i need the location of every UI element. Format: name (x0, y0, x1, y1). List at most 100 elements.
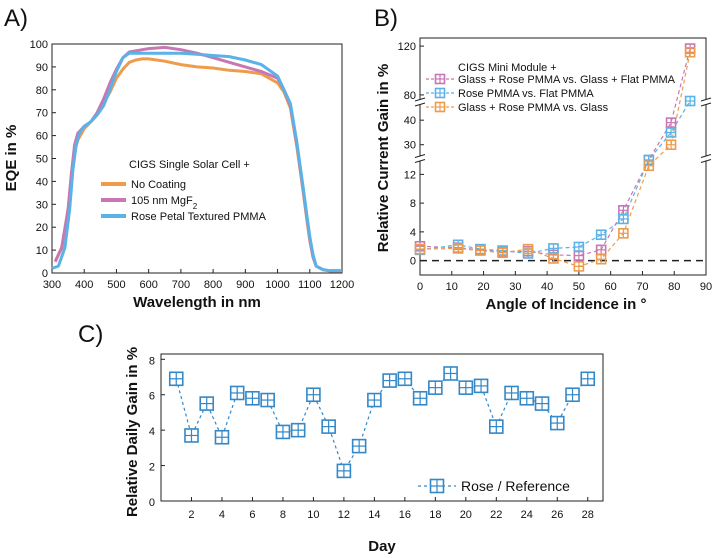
panel-a-xtick-label: 900 (236, 279, 254, 291)
panel-c-xtick-label: 22 (490, 509, 502, 521)
panel-a-ytick-label: 40 (36, 176, 48, 188)
panel-c-data-point (245, 390, 260, 406)
panel-b-axis-break-mark (414, 154, 426, 158)
panel-c-data-point (473, 378, 489, 394)
panel-c-ytick-label: 6 (149, 391, 155, 403)
panel-c-legend-marker (429, 478, 445, 494)
panel-b-ytick-label: 120 (398, 41, 416, 53)
panel-a-xtick-label: 600 (139, 279, 157, 291)
panel-b-data-point (452, 243, 464, 254)
legend-label-no-coating: No Coating (131, 179, 186, 191)
panel-b-data-point (665, 127, 677, 138)
panel-b-legend-marker (434, 101, 446, 113)
panel-c-data-point (168, 371, 184, 387)
panel-c-data-point (580, 371, 596, 387)
panel-b-data-point (414, 243, 426, 255)
legend-label-mgf2: 105 nm MgF2 (131, 195, 198, 211)
panel-c-data-point (428, 380, 443, 395)
panel-b-legend-marker (434, 73, 446, 85)
panel-b-ytick-label: 12 (404, 169, 416, 181)
panel-b-xtick-label: 60 (605, 281, 617, 293)
panel-b-letter: B) (374, 5, 398, 32)
panel-b-ytick-label: 30 (404, 140, 416, 152)
panel-b-data-point (618, 213, 629, 225)
panel-b-data-point (643, 160, 655, 172)
panel-a-ytick-label: 50 (36, 154, 48, 166)
panel-b-xtick-label: 10 (446, 281, 458, 293)
panel-c-data-point (458, 380, 474, 395)
panel-b-axis-break-mark (414, 97, 426, 102)
panel-a-xtick-label: 300 (43, 279, 61, 291)
panel-b-data-point (548, 243, 559, 254)
panel-b-legend-marker (434, 87, 446, 99)
panel-c-data-point (306, 387, 321, 403)
panel-a-letter: A) (4, 5, 28, 32)
panel-b-data-point (684, 95, 696, 107)
panel-c-data-point (321, 419, 336, 434)
panel-c-xtick-label: 18 (429, 509, 441, 521)
panel-c-ytick-label: 4 (149, 426, 155, 438)
panel-c-data-point (534, 396, 550, 411)
panel-b-xtick-label: 80 (668, 281, 680, 293)
panel-c-series-line (175, 372, 589, 473)
panel-b-xtick-label: 50 (573, 281, 585, 293)
panel-c-data-point (351, 438, 367, 454)
panel-a-xtick-label: 1200 (330, 279, 354, 291)
panel-c-xtick-label: 4 (219, 509, 225, 521)
panel-c-data-point (489, 419, 504, 434)
panel-c-data-point (382, 373, 397, 388)
panel-a-ytick-label: 60 (36, 131, 48, 143)
panel-c-xtick-label: 28 (582, 509, 594, 521)
panel-c-xtick-label: 10 (307, 509, 319, 521)
panel-c-legend-label: Rose / Reference (461, 478, 570, 494)
panel-c-data-point (549, 415, 565, 431)
panel-b-legend-label: Glass + Rose PMMA vs. Glass (458, 102, 609, 114)
panel-c-data-point (412, 390, 428, 406)
panel-b-data-point (573, 241, 585, 253)
panel-b-ytick-label: 8 (410, 198, 416, 210)
panel-a-xtick-label: 400 (75, 279, 93, 291)
panel-a-ytick-label: 0 (42, 268, 48, 280)
panel-c-ytick-label: 2 (149, 462, 155, 474)
panel-b-xtick-label: 20 (477, 281, 489, 293)
panel-c-data-point (504, 385, 519, 401)
panel-b-axis-break-gap (700, 100, 712, 104)
panel-b-axis-break-gap (414, 100, 426, 104)
panel-c-xtick-label: 26 (551, 509, 563, 521)
panel-c-data-point (214, 429, 230, 445)
panel-c-data-point (199, 396, 215, 411)
panel-c-data-point (260, 392, 275, 408)
panel-a-xtick-label: 1100 (298, 279, 322, 291)
panel-c-xtick-label: 24 (521, 509, 533, 521)
panel-c-ylabel: Relative Daily Gain in % (124, 347, 141, 517)
panel-b-axis-break-gap (414, 156, 426, 161)
panel-c-data-point (275, 424, 291, 440)
panel-a-legend-title: CIGS Single Solar Cell + (129, 159, 250, 171)
panel-c-xtick-label: 20 (460, 509, 472, 521)
panel-b-xtick-label: 90 (700, 281, 712, 293)
panel-b-data-point (618, 228, 629, 239)
panel-c-xtick-label: 2 (188, 509, 194, 521)
panel-a-ytick-label: 100 (30, 39, 48, 51)
panel-b-ytick-label: 80 (404, 90, 416, 102)
panel-c-xtick-label: 12 (338, 509, 350, 521)
panel-a-series-line (51, 51, 342, 273)
panel-c-data-point (519, 390, 535, 406)
panel-b-axis-break-mark (700, 97, 712, 102)
panel-b-xlabel: Angle of Incidence in ° (485, 296, 646, 313)
panel-b-data-point (665, 117, 677, 128)
panel-b-axis-break-mark (414, 102, 426, 107)
panel-c-data-point (290, 422, 306, 438)
panel-b-legend-label: Rose PMMA vs. Flat PMMA (458, 88, 594, 100)
panel-a-xlabel: Wavelength in nm (133, 294, 261, 311)
panel-b-axis-break-mark (414, 159, 426, 163)
panel-a-ytick-label: 90 (36, 62, 48, 74)
panel-a-legend: CIGS Single Solar Cell + No Coating 105 … (101, 159, 267, 223)
legend-label-rose-petal: Rose Petal Textured PMMA (131, 211, 267, 223)
panel-b-axis-break-mark (700, 159, 712, 163)
panel-c-data-point (443, 366, 458, 381)
panel-b-data-point (475, 245, 486, 256)
panel-b-ytick-label: 40 (404, 115, 416, 127)
panel-b-data-point (618, 205, 629, 216)
